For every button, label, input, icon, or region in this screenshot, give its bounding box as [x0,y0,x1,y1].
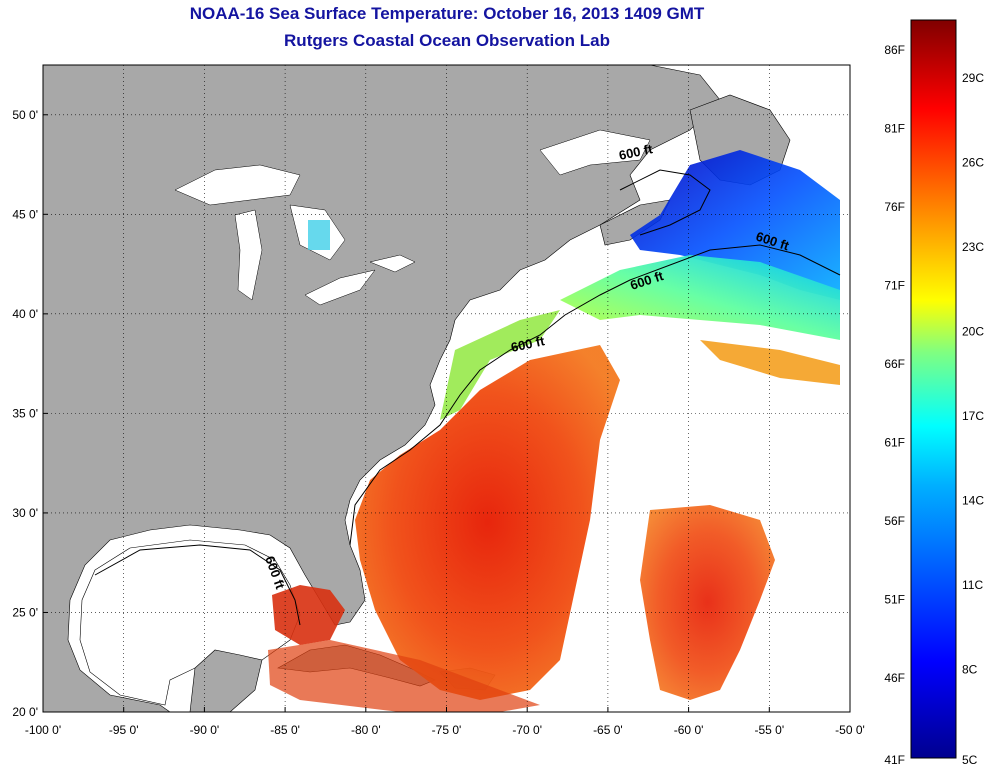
x-tick-label: -55 0' [754,723,784,737]
x-tick-label: -70 0' [512,723,542,737]
colorbar-label-f: 76F [884,200,905,214]
colorbar-label-f: 41F [884,753,905,767]
lake-huron-sst [308,220,330,250]
isobath-600ft-gulf [94,544,301,626]
colorbar-label-c: 8C [962,663,978,677]
colorbar-label-f: 46F [884,671,905,685]
y-tick-label: 30 0' [12,506,38,520]
x-tick-label: -90 0' [190,723,220,737]
colorbar-label-c: 26C [962,156,984,170]
colorbar-fahrenheit-labels: 86F 81F 76F 71F 66F 61F 56F 51F 46F 41F [884,43,905,767]
colorbar-celsius-labels: 29C 26C 23C 20C 17C 14C 11C 8C 5C [962,71,984,767]
sst-caribbean [268,640,540,712]
colorbar-label-f: 86F [884,43,905,57]
x-tick-label: -60 0' [674,723,704,737]
land-north-america [43,65,721,712]
isobath-600ft [349,244,841,546]
colorbar-label-c: 14C [962,494,984,508]
x-tick-label: -50 0' [835,723,865,737]
y-tick-label: 20 0' [12,705,38,719]
y-tick-label: 35 0' [12,406,38,420]
colorbar-label-c: 29C [962,71,984,85]
grid-lines [43,65,850,712]
colorbar [910,19,957,759]
colorbar-label-f: 81F [884,122,905,136]
sst-gulf-stream [355,345,620,700]
y-axis: 20 0' 25 0' 30 0' 35 0' 40 0' 45 0' 50 0' [12,108,48,719]
colorbar-label-f: 71F [884,279,905,293]
map-subtitle: Rutgers Coastal Ocean Observation Lab [284,31,610,50]
x-tick-label: -100 0' [25,723,61,737]
x-tick-label: -65 0' [593,723,623,737]
sst-gulf-patch [272,585,345,645]
x-tick-label: -75 0' [432,723,462,737]
x-axis: -100 0' -95 0' -90 0' -85 0' -80 0' -75 0' -70… [25,707,865,737]
land-yucatan [189,649,263,712]
colorbar-label-c: 11C [962,578,983,592]
colorbar-label-f: 51F [884,593,905,607]
sst-slope-water [560,255,840,340]
sst-warm-ring [700,340,840,385]
isobath-600ft-north [619,169,711,236]
y-tick-label: 40 0' [12,307,38,321]
y-tick-label: 25 0' [12,605,38,619]
contour-label: 600 ft [618,141,655,163]
lake-ontario [369,254,416,273]
sst-cold-labrador [630,150,840,300]
lake-superior [174,164,301,206]
x-tick-label: -85 0' [270,723,300,737]
colorbar-label-c: 20C [962,325,984,339]
x-tick-label: -95 0' [109,723,139,737]
lake-erie [304,269,376,306]
y-tick-label: 50 0' [12,108,38,122]
colorbar-label-f: 61F [884,436,905,450]
sst-east-patch [640,505,775,700]
x-tick-label: -80 0' [351,723,381,737]
colorbar-label-c: 17C [962,409,984,423]
st-lawrence [539,129,651,176]
contour-label: 600 ft [510,333,547,355]
colorbar-label-f: 56F [884,514,905,528]
map-title: NOAA-16 Sea Surface Temperature: October… [189,4,705,23]
y-tick-label: 45 0' [12,207,38,221]
colorbar-label-f: 66F [884,357,905,371]
colorbar-label-c: 5C [962,753,978,767]
lake-michigan [234,209,263,301]
sst-shelf-green [440,310,560,420]
colorbar-label-c: 23C [962,240,984,254]
